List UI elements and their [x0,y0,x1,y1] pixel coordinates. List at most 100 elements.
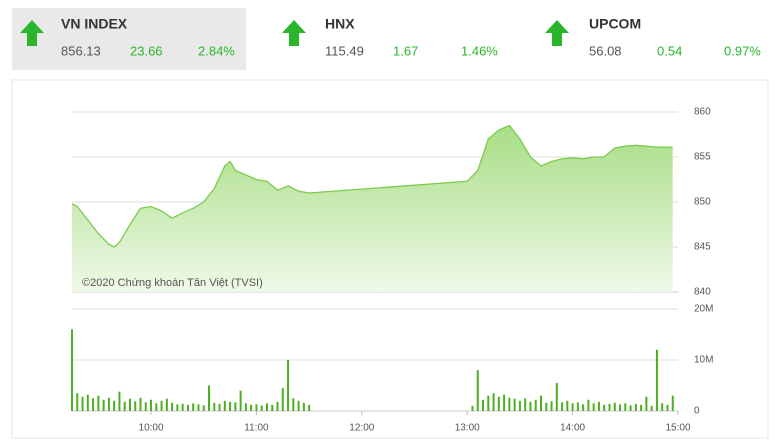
volume-bar [260,405,263,411]
volume-bar [487,395,490,411]
volume-bar [113,400,116,411]
index-change: 0.54 [657,43,682,58]
volume-bar [571,403,574,411]
volume-bar [645,396,648,411]
index-tile[interactable]: HNX 115.49 1.67 1.46% [282,16,498,59]
x-tick-label: 13:00 [455,423,480,434]
volume-bar [255,404,258,411]
y-tick-label: 850 [694,197,711,208]
index-name: UPCOM [589,16,641,32]
x-tick-label: 15:00 [665,423,690,434]
volume-bar [271,404,274,411]
volume-bar [534,399,537,411]
volume-bar [508,397,511,411]
volume-bar [160,400,163,411]
index-percent: 0.97% [724,43,761,58]
volume-bar [150,399,153,411]
volume-bar [550,401,553,411]
y-tick-label: 855 [694,152,711,163]
volume-bar [281,388,284,411]
volume-bar [592,403,595,411]
volume-bar [202,405,205,411]
volume-bar [139,397,142,411]
y-tick-label: 860 [694,107,711,118]
volume-bar [302,402,305,411]
x-tick-label: 10:00 [139,423,164,434]
volume-bar [634,403,637,411]
index-change: 23.66 [130,43,163,58]
y-tick-label: 845 [694,242,711,253]
volume-bar [492,393,495,411]
volume-bar [107,397,110,411]
volume-bar [561,402,564,411]
volume-bar [234,402,237,411]
volume-bar [208,385,211,411]
index-price: 56.08 [589,43,622,58]
volume-bar [471,405,474,411]
volume-bar [513,398,516,411]
volume-bar [671,395,674,411]
volume-bar [297,400,300,411]
volume-bar [640,404,643,411]
volume-bar [171,402,174,411]
volume-bar [244,403,247,411]
up-arrow [282,20,306,46]
volume-bar [287,360,290,411]
volume-bar [576,402,579,411]
volume-bar [629,405,632,411]
volume-bar [239,390,242,411]
y-tick-label: 840 [694,287,711,298]
up-arrow [20,20,44,46]
volume-bar [608,403,611,411]
index-name: HNX [325,16,355,32]
watermark: ©2020 Chứng khoán Tân Việt (TVSI) [82,277,263,289]
volume-bar [529,401,532,411]
volume-bar [223,400,226,411]
volume-bar [655,349,658,411]
x-tick-label: 14:00 [560,423,585,434]
volume-bar [218,403,221,411]
volume-bar [134,401,137,411]
volume-bar [118,391,121,411]
volume-bar [555,382,558,411]
volume-bar [624,403,627,411]
volume-bar [587,399,590,411]
index-percent: 1.46% [461,43,498,58]
volume-bar [176,404,179,411]
tile-active[interactable] [12,8,246,70]
volume-bar [518,400,521,411]
volume-bar [71,329,73,411]
index-tile[interactable]: VN INDEX 856.13 23.66 2.84% [20,16,235,59]
volume-bar [76,393,79,411]
volume-bar [613,402,616,411]
index-change: 1.67 [393,43,418,58]
volume-bar [250,404,253,411]
volume-bar [476,370,479,411]
index-name: VN INDEX [61,16,128,32]
volume-bar [292,398,295,411]
volume-bar [229,401,232,411]
x-tick-label: 12:00 [349,423,374,434]
volume-bar [482,399,485,411]
volume-bar [276,401,279,411]
volume-bar [265,403,268,411]
y-tick-label: 0 [694,406,700,417]
volume-bar [86,394,89,411]
volume-bar [597,401,600,411]
volume-bar [165,398,168,411]
volume-bar [186,404,189,411]
volume-bar [566,400,569,411]
volume-bar [650,405,653,411]
volume-bar [603,404,606,411]
volume-bar [81,396,84,411]
volume-bar [497,396,500,411]
area-fill [72,125,673,292]
volume-bar [102,399,105,411]
index-tile[interactable]: UPCOM 56.08 0.54 0.97% [545,16,761,59]
index-percent: 2.84% [198,43,235,58]
y-tick-label: 20M [694,304,713,315]
volume-bar [213,402,216,411]
volume-bar [503,394,506,411]
